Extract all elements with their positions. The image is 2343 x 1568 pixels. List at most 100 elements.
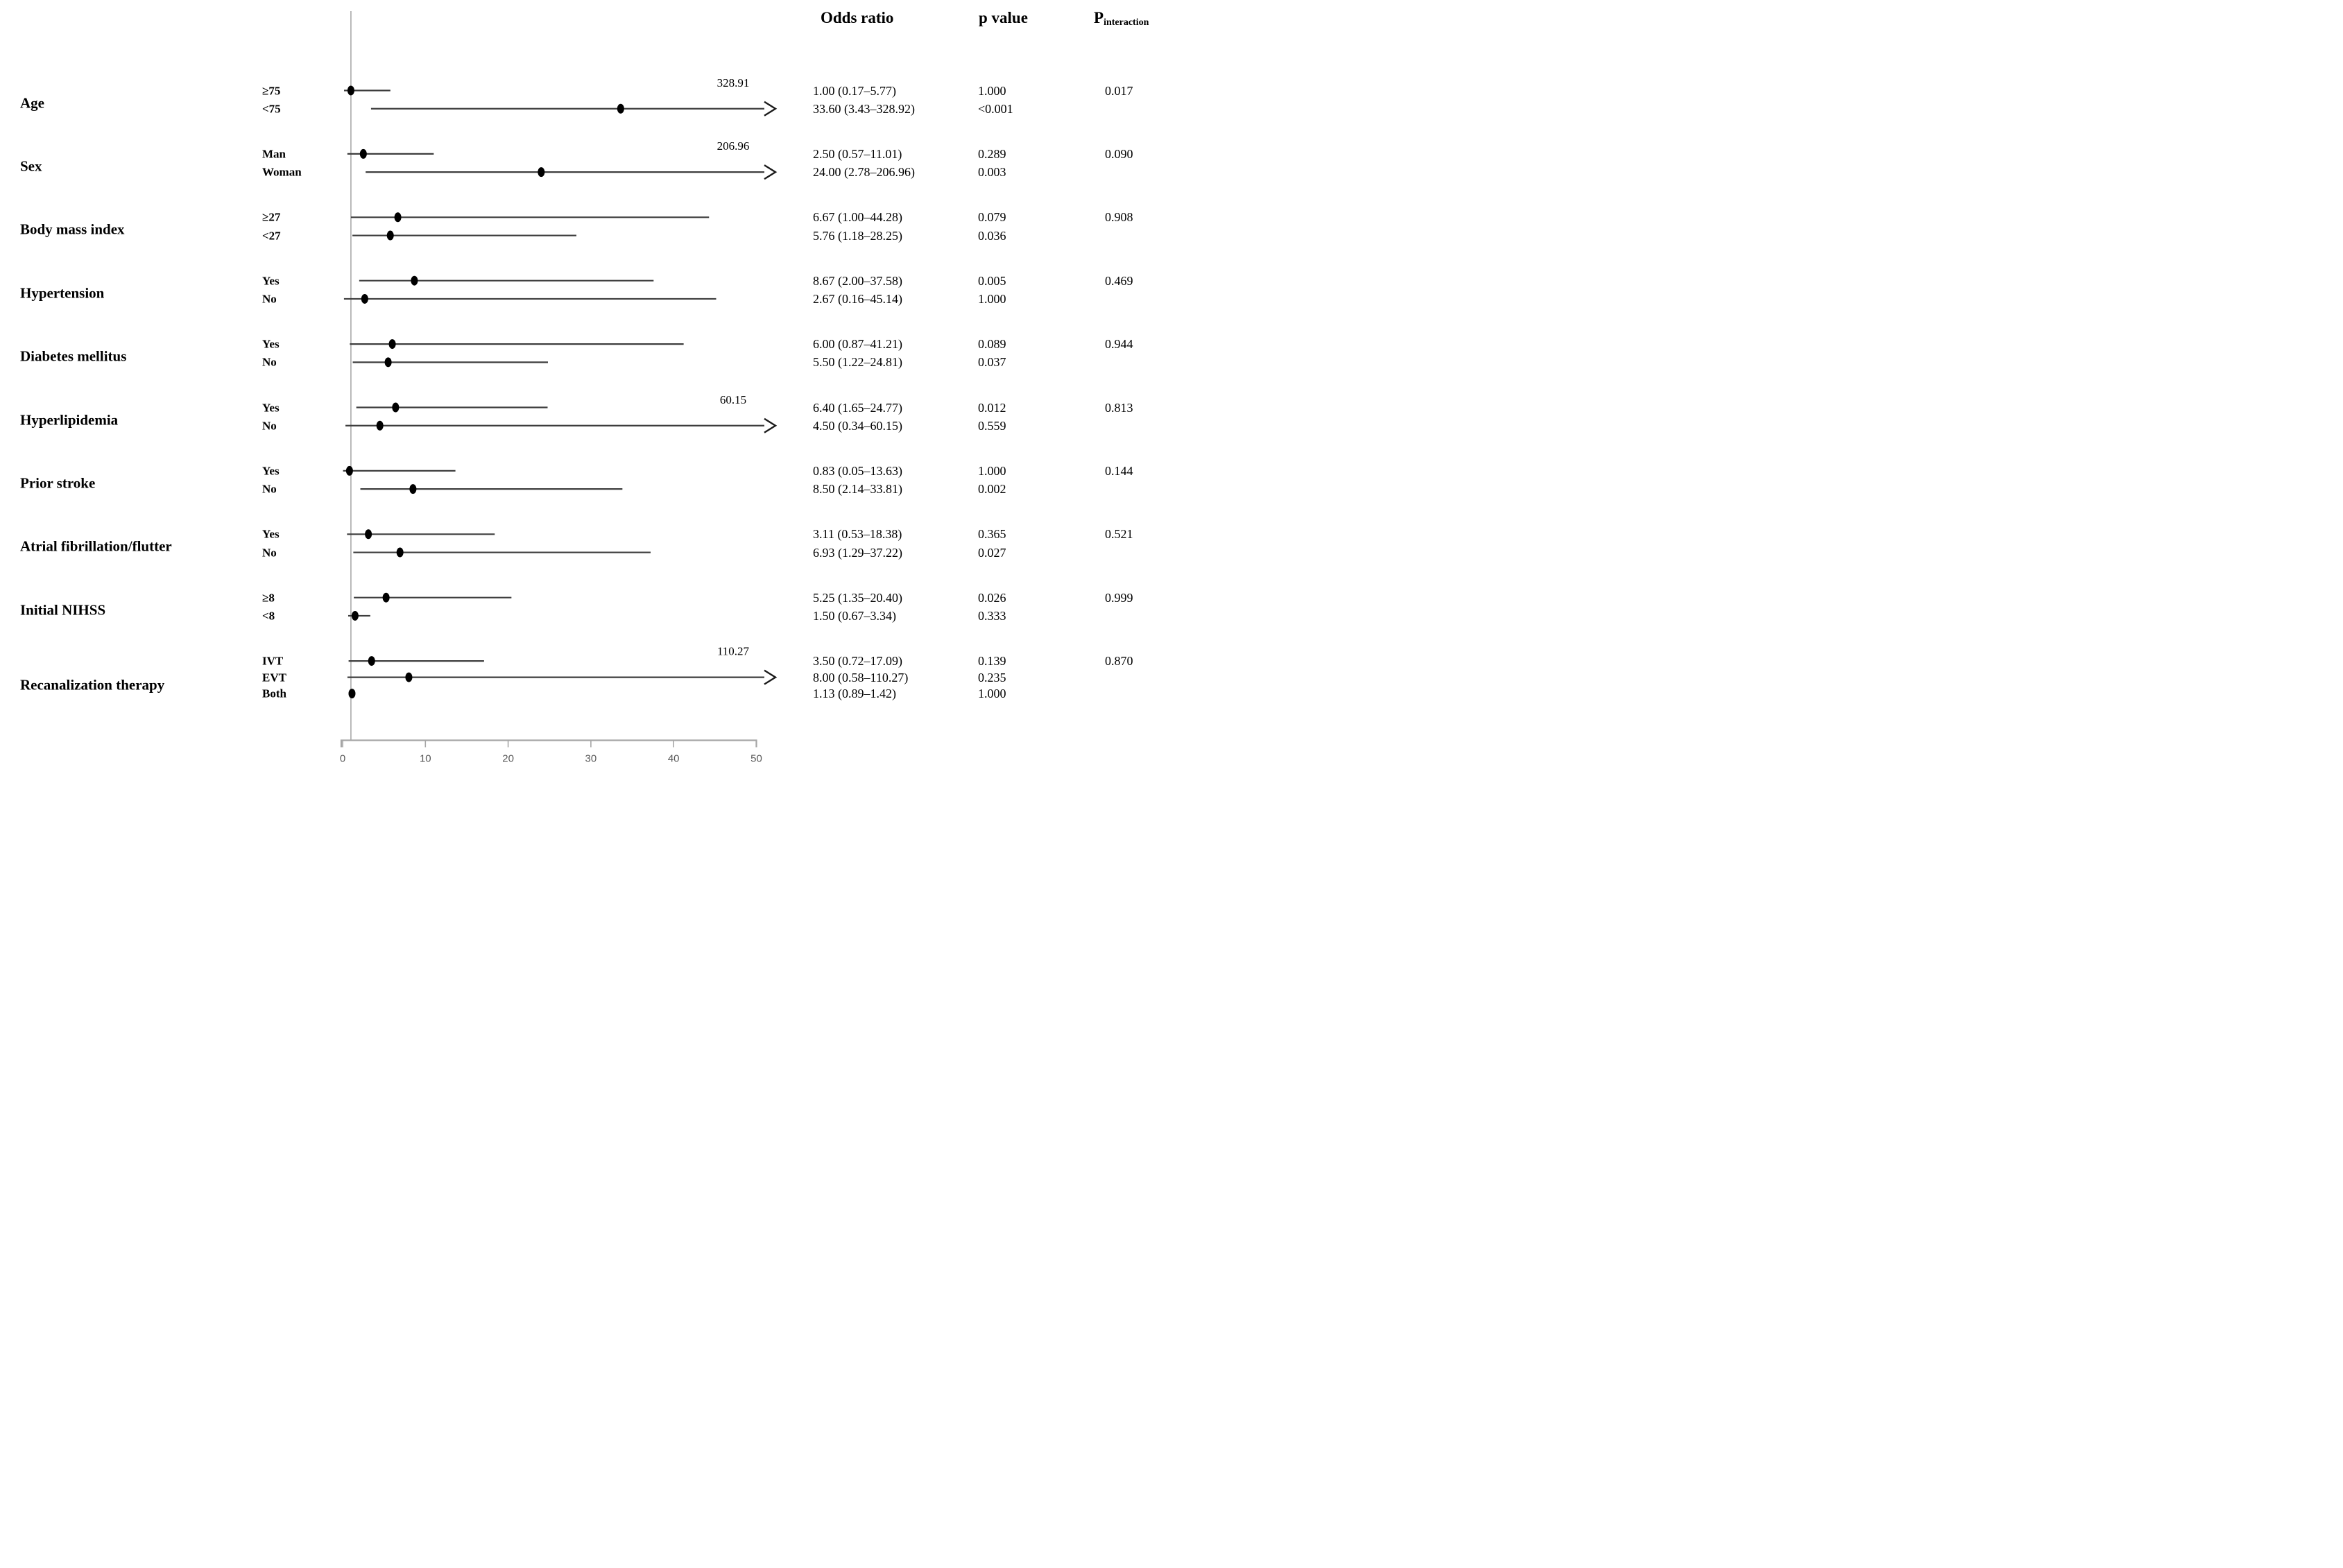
forest-plot-figure: 0 10 20 30 40 50 328.91 206.96 60.15 110.27 Age ≥7… [0,0,1172,784]
odds-ratio-value: 3.50 (0.72–17.09) [813,654,902,669]
p-interaction-value: 0.017 [1105,83,1133,98]
p-value: <0.001 [978,101,1013,116]
group-label: Initial NIHSS [20,601,106,619]
p-value: 0.089 [978,337,1006,352]
odds-ratio-value: 4.50 (0.34–60.15) [813,418,902,433]
p-value: 0.235 [978,670,1006,684]
odds-ratio-dot [405,672,413,682]
p-value: 0.079 [978,210,1006,225]
p-value: 1.000 [978,83,1006,98]
group-label: Body mass index [20,221,125,238]
item-label: No [262,546,277,560]
p-value: 0.559 [978,418,1006,433]
item-label: Yes [262,527,280,541]
group-label: Age [20,94,44,111]
odds-ratio-value: 6.40 (1.65–24.77) [813,400,902,415]
odds-ratio-dot [384,357,392,368]
p-value: 0.037 [978,355,1006,370]
p-value: 0.365 [978,527,1006,542]
odds-ratio-value: 8.50 (2.14–33.81) [813,482,902,497]
arrow-annotation: 328.91 [717,76,750,89]
arrow-annotation: 60.15 [720,393,746,406]
odds-ratio-dot [617,103,624,114]
item-label: <27 [262,229,281,243]
p-value: 0.026 [978,590,1006,605]
odds-ratio-value: 3.11 (0.53–18.38) [813,527,902,542]
axis-tick-label: 10 [420,753,431,765]
odds-ratio-dot [396,547,404,558]
p-value: 0.333 [978,608,1006,623]
odds-ratio-value: 5.76 (1.18–28.25) [813,228,902,243]
arrow-annotation: 110.27 [717,645,750,658]
p-interaction-value: 0.813 [1105,400,1133,415]
p-value: 0.005 [978,273,1006,288]
item-label: Yes [262,464,280,478]
group-label: Prior stroke [20,474,96,492]
item-label: <75 [262,102,281,116]
axis-tick-label: 20 [502,753,514,765]
p-value: 0.036 [978,228,1006,243]
odds-ratio-value: 8.00 (0.58–110.27) [813,670,909,684]
odds-ratio-dot [359,148,367,159]
p-interaction-value: 0.090 [1105,146,1133,161]
group-label: Diabetes mellitus [20,347,127,365]
group-label: Atrial fibrillation/flutter [20,537,172,555]
item-label: ≥8 [262,591,275,605]
p-interaction-value: 0.999 [1105,590,1133,605]
p-value: 0.003 [978,165,1006,180]
odds-ratio-dot [361,293,368,304]
p-value: 0.139 [978,654,1006,669]
item-label: Both [262,687,286,700]
item-label: No [262,292,277,306]
odds-ratio-value: 5.25 (1.35–20.40) [813,590,902,605]
odds-ratio-dot [348,689,356,699]
forest-plot-canvas: 0 10 20 30 40 50 328.91 206.96 60.15 110.27 [340,11,778,765]
item-label: Man [262,147,286,161]
odds-ratio-dot [388,339,396,350]
odds-ratio-value: 6.93 (1.29–37.22) [813,545,902,560]
p-interaction-value: 0.870 [1105,654,1133,669]
ci-arrowhead [764,417,778,433]
p-value: 0.002 [978,482,1006,497]
odds-ratio-dot [392,402,400,413]
group-label: Sex [20,157,42,175]
axis-tick-label: 50 [750,753,762,765]
item-label: No [262,419,277,433]
odds-ratio-dot [409,484,417,494]
p-value: 0.289 [978,146,1006,161]
odds-ratio-value: 6.67 (1.00–44.28) [813,210,902,225]
odds-ratio-value: 2.50 (0.57–11.01) [813,146,902,161]
item-label: Yes [262,274,280,288]
p-interaction-value: 0.944 [1105,337,1133,352]
odds-ratio-value: 2.67 (0.16–45.14) [813,291,902,306]
item-label: <8 [262,609,275,623]
odds-ratio-dot [347,85,354,96]
item-label: Yes [262,401,280,414]
item-label: ≥75 [262,84,281,97]
odds-ratio-dot [351,610,359,621]
p-value: 1.000 [978,463,1006,478]
x-axis-line [340,739,757,748]
group-label: Recanalization therapy [20,676,165,693]
odds-ratio-dot [365,529,372,540]
item-label: IVT [262,654,284,668]
p-interaction-value: 0.144 [1105,463,1133,478]
item-label: ≥27 [262,210,281,224]
arrow-annotation: 206.96 [717,139,750,153]
odds-ratio-dot [368,656,375,666]
odds-ratio-dot [382,592,390,603]
p-value: 1.000 [978,687,1006,701]
odds-ratio-value: 33.60 (3.43–328.92) [813,101,915,116]
odds-ratio-dot [345,465,353,476]
p-interaction-value: 0.469 [1105,273,1133,288]
p-value: 0.012 [978,400,1006,415]
odds-ratio-value: 5.50 (1.22–24.81) [813,355,902,370]
p-value: 0.027 [978,545,1006,560]
axis-tick-label: 30 [585,753,597,765]
odds-ratio-value: 6.00 (0.87–41.21) [813,337,902,352]
p-interaction-value: 0.908 [1105,210,1133,225]
odds-ratio-value: 0.83 (0.05–13.63) [813,463,902,478]
column-header-p-interaction: Pinteraction [1094,9,1149,28]
group-label: Hyperlipidemia [20,411,119,428]
item-label: Woman [262,165,302,179]
